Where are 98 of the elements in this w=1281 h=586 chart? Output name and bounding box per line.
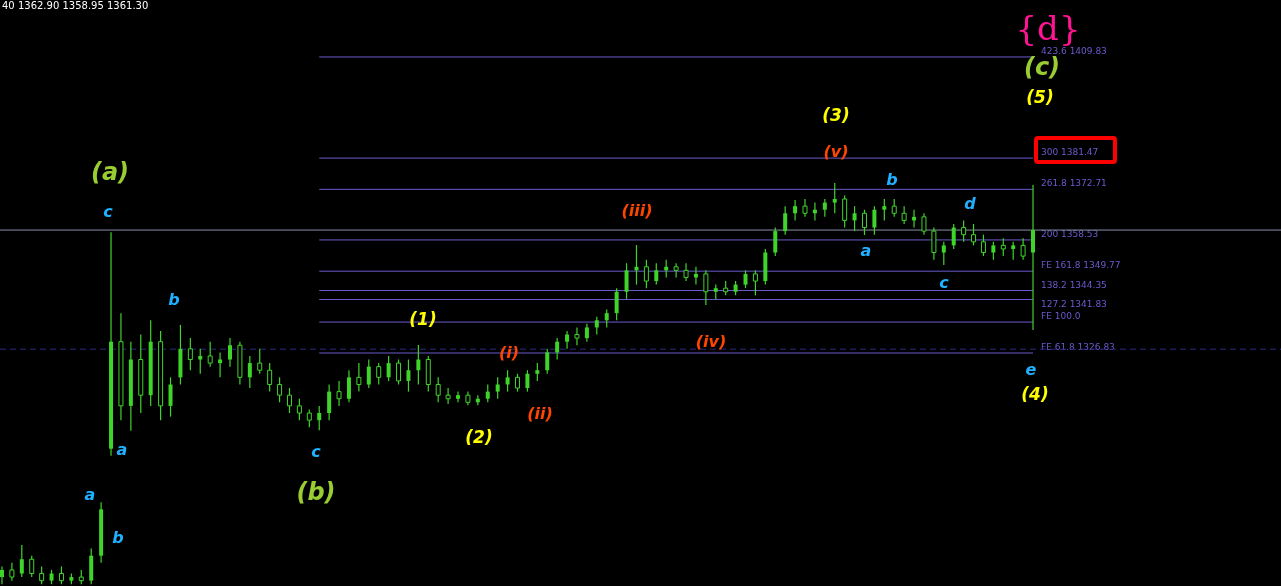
candlestick (921, 212, 927, 236)
candlestick (198, 348, 203, 375)
annotation: c (103, 202, 114, 221)
annotation: b (112, 528, 124, 547)
candlestick (168, 376, 173, 418)
annotation: (b) (296, 478, 336, 506)
ref-line-label: 300 1381.47 (1041, 147, 1099, 158)
ref-line-label: 261.8 1372.71 (1041, 178, 1107, 189)
candlestick (228, 337, 232, 368)
candlestick (961, 219, 967, 243)
candlestick (901, 205, 907, 225)
annotation: (a) (90, 158, 130, 186)
annotation: b (168, 290, 180, 309)
candlestick (654, 262, 659, 286)
candlestick (931, 226, 937, 261)
annotation: a (860, 241, 872, 260)
annotation: (v) (823, 142, 849, 161)
candlestick (525, 369, 530, 393)
annotation: b (886, 170, 898, 189)
annotation: (1) (409, 309, 437, 329)
candlestick (752, 269, 758, 296)
candlestick (505, 369, 510, 393)
candlestick (277, 376, 283, 403)
candlestick (296, 398, 302, 421)
annotation: (i) (498, 343, 520, 362)
candlestick (187, 337, 193, 371)
candlestick (396, 358, 402, 386)
candlestick (376, 362, 382, 386)
candlestick (842, 194, 848, 229)
candlestick (852, 205, 857, 232)
candlestick (435, 376, 441, 403)
ref-line-label: FE 100.0 (1041, 311, 1081, 322)
annotation: c (311, 442, 322, 461)
ref-line-label: 138.2 1344.35 (1041, 279, 1107, 290)
candlestick (456, 391, 461, 403)
candlestick (673, 262, 679, 279)
candlestick (783, 205, 788, 236)
candlestick (882, 198, 887, 222)
annotation: (iii) (621, 201, 653, 220)
ref-line-label: FE 61.8 1326.83 (1041, 341, 1115, 352)
annotation: (2) (465, 427, 493, 447)
candlestick (267, 362, 273, 393)
candlestick (980, 234, 986, 257)
candlestick (793, 199, 798, 222)
candlestick (1031, 184, 1036, 331)
candlestick (1020, 237, 1026, 261)
ref-line-label: 127.2 1341.83 (1041, 299, 1107, 310)
ref-line-label: 423.6 1409.83 (1041, 45, 1107, 56)
candlestick (327, 383, 332, 421)
annotation: (5) (1026, 87, 1054, 107)
candlestick (832, 182, 837, 214)
candlestick (445, 387, 451, 405)
candlestick (545, 348, 550, 375)
candlestick (495, 376, 500, 400)
candlestick (565, 330, 570, 350)
candlestick (614, 287, 619, 321)
candlestick (366, 358, 371, 389)
annotation: e (1025, 360, 1037, 379)
candlestick (683, 262, 689, 282)
annotation: (iv) (695, 332, 727, 351)
ref-line-label: FE 161.8 1349.77 (1041, 260, 1121, 271)
annotation: a (84, 485, 96, 504)
annotation: a (116, 440, 128, 459)
annotation: (c) (1023, 53, 1061, 81)
candlestick (872, 205, 877, 236)
annotation: 40 1362.90 1358.95 1361.30 (2, 0, 149, 11)
candlestick (773, 226, 778, 257)
candlestick (643, 259, 649, 289)
candlestick (861, 209, 867, 236)
candlestick (941, 241, 946, 266)
annotation: (ii) (527, 404, 553, 423)
annotation: d (964, 194, 977, 213)
candlestick (247, 355, 252, 389)
annotation: c (939, 273, 950, 292)
candlestick (624, 262, 629, 300)
candlestick (286, 387, 292, 414)
ref-line-label: 200 1358.53 (1041, 228, 1099, 239)
annotation: (3) (822, 105, 850, 125)
candlestick (0, 565, 4, 585)
candlestick (346, 369, 351, 403)
candlestick (356, 362, 362, 393)
candlestick (574, 326, 580, 346)
candlestick (257, 348, 263, 375)
candlestick (29, 555, 35, 578)
candlestick (971, 223, 977, 246)
candlestick (207, 341, 213, 368)
candlestick (19, 544, 24, 578)
candlestick (336, 380, 342, 407)
candlestick (802, 198, 808, 218)
candlestick (317, 405, 322, 431)
annotation: {d} (1015, 8, 1081, 48)
candlestick (386, 355, 391, 382)
candlestick (416, 344, 421, 386)
candlestick (703, 269, 709, 306)
candlestick (406, 358, 411, 393)
annotation: (4) (1021, 384, 1049, 404)
candlestick (555, 337, 560, 361)
candlestick (951, 223, 956, 250)
